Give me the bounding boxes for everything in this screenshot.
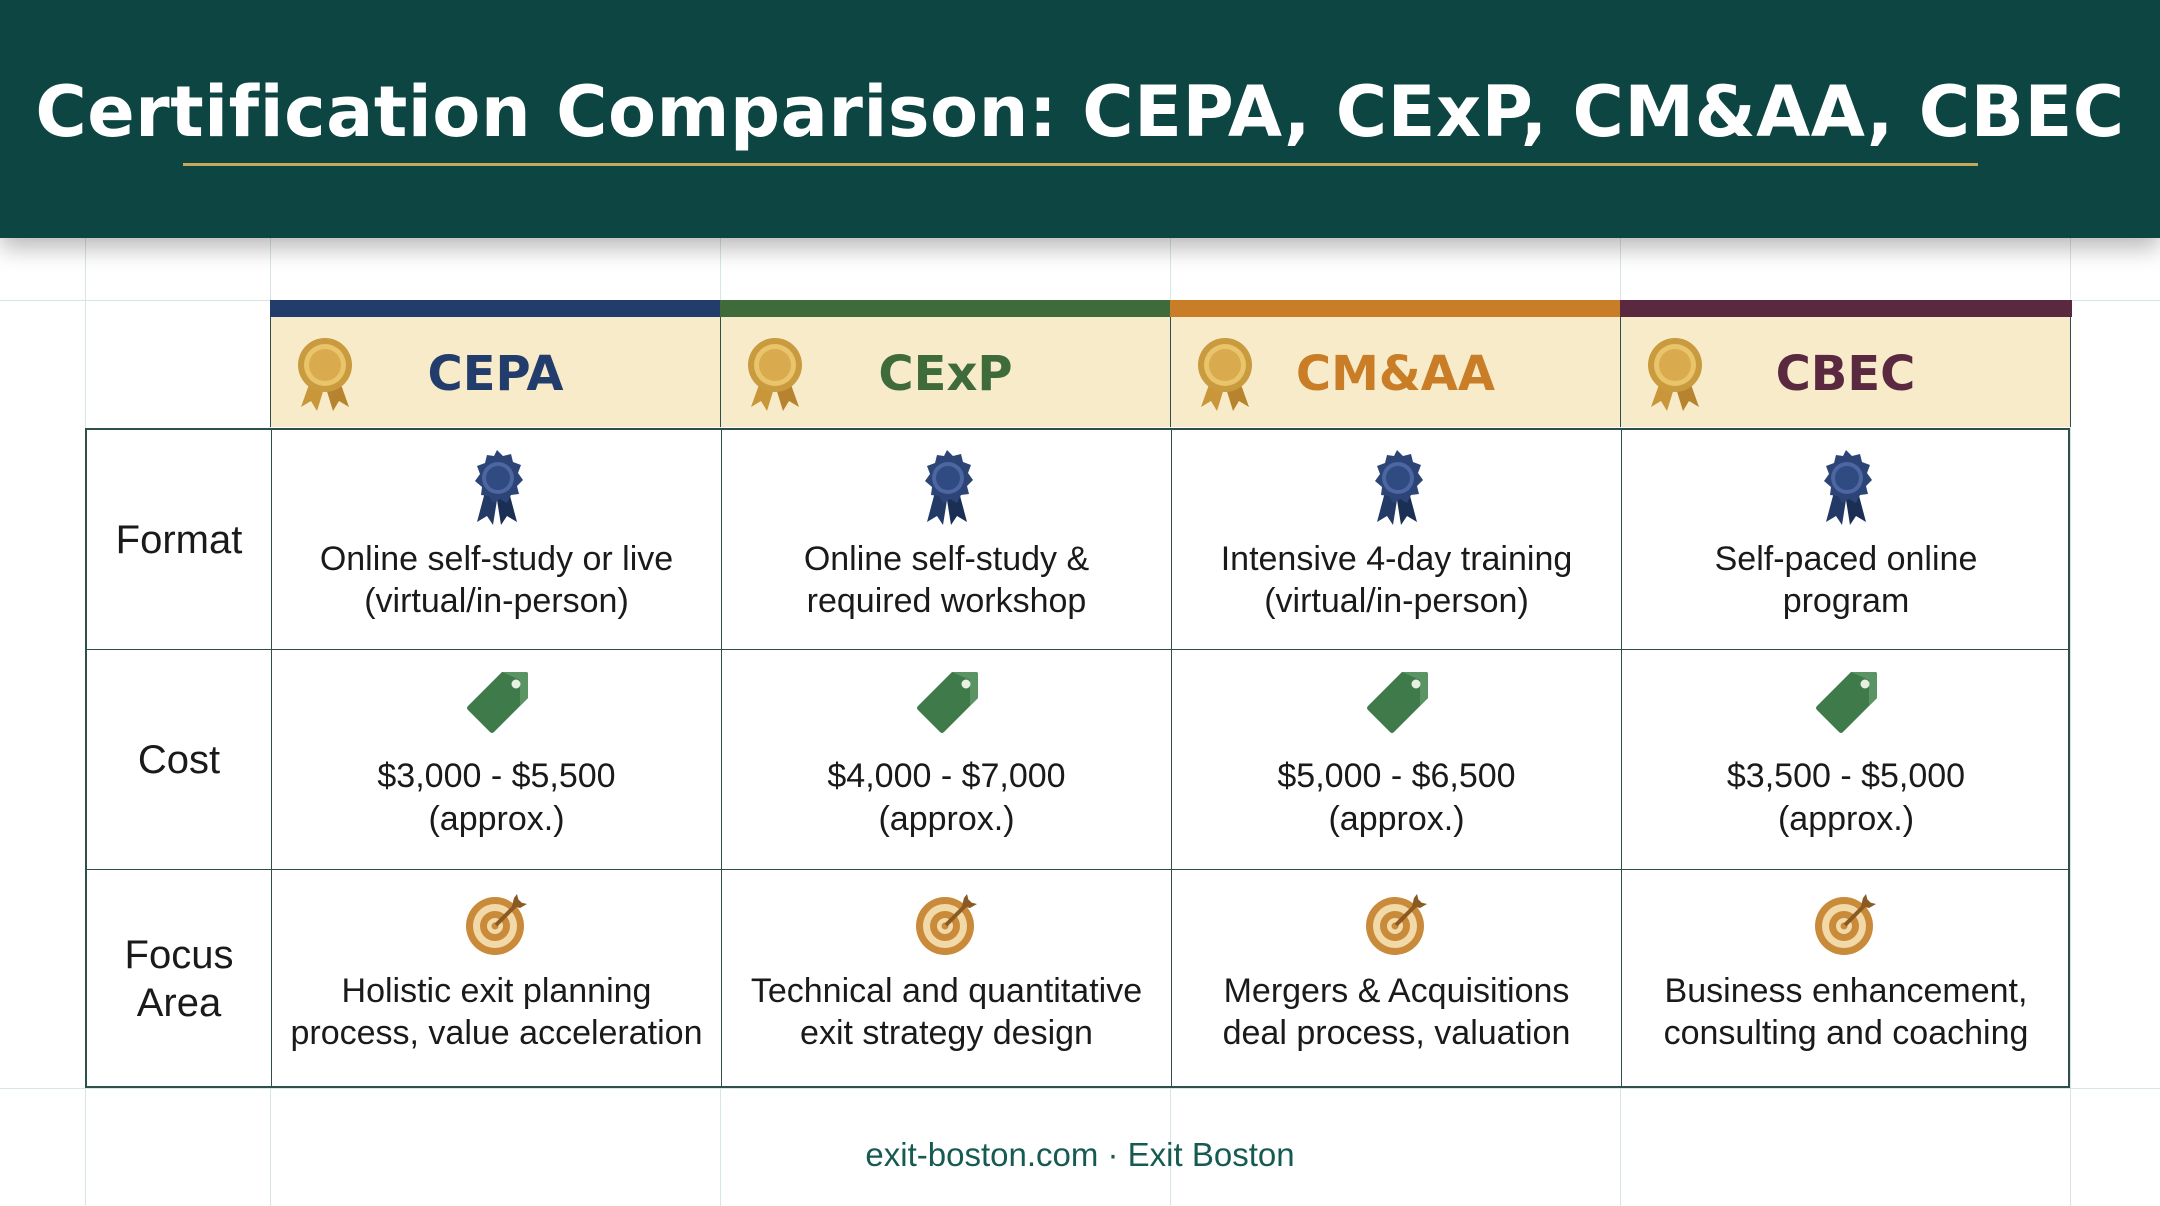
cell-text-line: $3,500 - $5,000 [1726,757,1966,795]
cell-text-line: required workshop [806,582,1087,620]
column-title: CEPA [427,346,564,402]
target-icon [1365,894,1427,955]
row-label-format: Format [87,430,272,650]
cell-text-line: $5,000 - $6,500 [1277,757,1516,795]
cell-text-line: Technical and quantitative [750,972,1143,1010]
table-cell: Mergers & Acquisitions deal process, val… [1172,870,1622,1088]
cell-text-line: (approx.) [1328,800,1465,838]
cell-text-line: (approx.) [878,800,1015,838]
target-icon [465,894,527,955]
cell-text-line: (approx.) [1777,800,1915,838]
column-header-cepa: CEPA [269,300,722,427]
ribbon-award-icon [474,450,523,525]
cell-text-line: consulting and coaching [1663,1014,2029,1052]
column-title: CBEC [1775,346,1916,402]
table-cell: Business enhancement, consulting and coa… [1622,870,2070,1088]
cell-text-line: (approx.) [428,800,565,838]
table-cell: Self-paced online program [1622,430,2070,650]
column-accent-bar [719,300,1172,317]
price-tag-icon [1816,672,1877,733]
price-tag-icon [466,672,528,733]
cell-text-line: deal process, valuation [1222,1014,1571,1052]
bg-grid-line [0,1088,2160,1089]
table-cell: $5,000 - $6,500 (approx.) [1172,650,1622,870]
footer-credit: exit-boston.com · Exit Boston [865,1136,1295,1173]
column-header-cbec: CBEC [1619,300,2072,427]
cell-text-line: Holistic exit planning [341,972,652,1010]
ribbon-award-icon [1824,450,1872,525]
column-accent-bar [269,300,722,317]
target-icon [1815,894,1876,955]
table-cell: Holistic exit planning process, value ac… [272,870,722,1088]
gold-medal-icon [298,338,352,411]
cell-text-line: Intensive 4-day training [1220,540,1573,578]
table-cell: $4,000 - $7,000 (approx.) [722,650,1172,870]
table-cell: Technical and quantitative exit strategy… [722,870,1172,1088]
header-banner: Certification Comparison: CEPA, CExP, CM… [0,0,2160,238]
cell-text-line: (virtual/in-person) [364,582,629,620]
cell-text-line: Self-paced online [1714,540,1978,578]
cell-text-line: $3,000 - $5,500 [377,757,616,795]
row-label-text: Format [115,517,243,562]
table-cell: Online self-study & required workshop [722,430,1172,650]
column-accent-bar [1619,300,2072,317]
column-title: CExP [878,346,1013,402]
cell-text-line: Business enhancement, [1664,972,2028,1010]
ribbon-award-icon [924,450,973,525]
gold-medal-icon [1198,338,1252,411]
row-label-cost: Cost [87,650,272,870]
table-cell: Intensive 4-day training (virtual/in-per… [1172,430,1622,650]
ribbon-award-icon [1374,450,1423,525]
title-underline [183,163,1978,166]
price-tag-icon [1366,672,1428,733]
cell-text-line: exit strategy design [800,1014,1093,1052]
bg-grid-line [2070,0,2071,1206]
page-title: Certification Comparison: CEPA, CExP, CM… [35,71,2125,153]
comparison-table: Format Online self-study or live (virtua… [85,428,2070,1088]
row-label-text: Cost [137,737,221,782]
column-header-cmaa: CM&AA [1169,300,1622,427]
price-tag-icon [916,672,978,733]
row-label-focus-area: Focus Area [87,870,272,1088]
table-cell: $3,000 - $5,500 (approx.) [272,650,722,870]
gold-medal-icon [748,338,802,411]
row-label-text: Focus [124,933,234,977]
table-cell: Online self-study or live (virtual/in-pe… [272,430,722,650]
cell-text-line: program [1782,582,1910,620]
cell-text-line: (virtual/in-person) [1264,582,1529,620]
table-cell: $3,500 - $5,000 (approx.) [1622,650,2070,870]
cell-text-line: $4,000 - $7,000 [827,757,1066,795]
row-label-text: Area [136,981,222,1025]
cell-text-line: Mergers & Acquisitions [1223,972,1570,1010]
column-title: CM&AA [1295,346,1496,402]
column-header-cexp: CExP [719,300,1172,427]
gold-medal-icon [1648,338,1702,411]
target-icon [915,894,977,955]
cell-text-line: Online self-study & [803,540,1090,578]
cell-text-line: Online self-study or live [319,540,674,578]
column-accent-bar [1169,300,1622,317]
cell-text-line: process, value acceleration [290,1014,703,1052]
